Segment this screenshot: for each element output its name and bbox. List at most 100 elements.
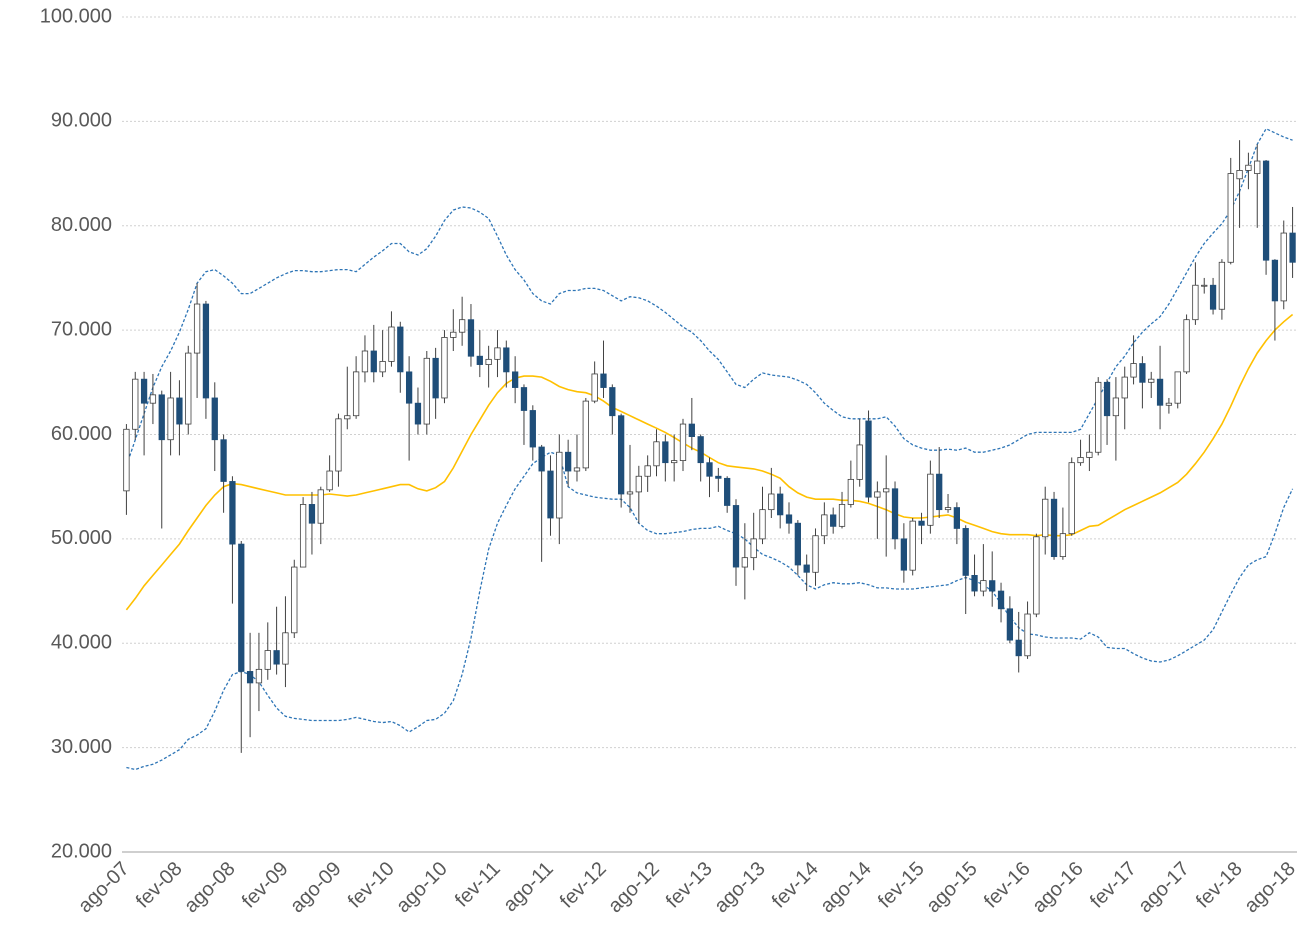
candle-body (847, 478, 854, 505)
candle-body (635, 475, 642, 493)
x-tick-label: ago-10 (392, 858, 452, 918)
candle-body (750, 538, 757, 559)
candle-body (1068, 462, 1075, 535)
candle-body (344, 415, 351, 420)
candle-body (1227, 173, 1234, 263)
candle-body (361, 350, 369, 373)
candle-body (379, 361, 386, 373)
x-tick-label: ago-16 (1028, 858, 1088, 918)
y-tick-label: 100.000 (40, 5, 112, 27)
candle-body (547, 470, 554, 519)
candle-body (1280, 232, 1287, 302)
candle-body (176, 397, 183, 425)
candle-body (724, 477, 731, 506)
band-line (125, 127, 1293, 467)
candle-body (1174, 371, 1181, 404)
candle-body (971, 575, 978, 592)
x-tick-label: fev-15 (874, 858, 929, 913)
candle-body (467, 319, 475, 357)
band-line (126, 451, 1294, 771)
candle-body (1112, 397, 1120, 417)
candle-body (1121, 376, 1128, 399)
x-tick-label: ago-08 (180, 858, 240, 918)
candle-body (1086, 451, 1093, 458)
candle-body (441, 337, 448, 399)
candle-body (246, 671, 254, 684)
candle-body (989, 580, 996, 592)
candle-body (900, 538, 907, 571)
candle-body (980, 580, 987, 592)
candle-body (768, 493, 775, 511)
candle-body (936, 473, 943, 511)
candle-body (326, 470, 333, 491)
candle-body (662, 441, 669, 464)
candle-body (582, 400, 589, 469)
candle-body (317, 489, 324, 524)
candle-body (494, 347, 501, 360)
candle-body (140, 378, 148, 404)
y-tick-label: 60.000 (51, 423, 112, 445)
candle-body (299, 504, 307, 568)
candle-body (211, 397, 218, 441)
candle-body (918, 520, 925, 526)
candle-body (255, 668, 263, 684)
candle-body (688, 423, 695, 437)
candle-body (1033, 536, 1040, 615)
candle-body (1103, 381, 1111, 417)
x-tick-label: fev-13 (662, 858, 717, 913)
candle-body (520, 387, 528, 411)
candle-body (644, 465, 651, 477)
candle-body (167, 397, 174, 441)
x-tick-label: fev-12 (556, 858, 611, 913)
candle-body (158, 394, 165, 441)
candle-body (538, 446, 545, 472)
candle-body (1209, 284, 1217, 310)
candle-body (1024, 613, 1031, 657)
x-tick-label: ago-15 (922, 858, 982, 918)
candle-body (503, 347, 510, 373)
candle-body (1201, 284, 1208, 287)
y-tick-label: 50.000 (51, 527, 112, 549)
candle-body (229, 481, 236, 545)
candle-body (132, 378, 139, 430)
y-tick-label: 40.000 (51, 632, 112, 654)
candle-body (291, 566, 298, 634)
y-tick-label: 70.000 (51, 318, 112, 340)
candle-body (794, 522, 801, 566)
candle-body (485, 358, 492, 365)
candle-body (1192, 284, 1199, 321)
candle-body (1077, 457, 1084, 464)
candle-body (1139, 363, 1146, 383)
candle-body (512, 371, 519, 388)
candle-body (1156, 378, 1164, 406)
candle-body (741, 557, 748, 568)
candle-body (476, 355, 483, 365)
candle-body (556, 451, 563, 519)
candle-body (777, 493, 784, 516)
candle-body (220, 439, 227, 482)
candle-body (1218, 261, 1226, 310)
x-tick-label: fev-16 (980, 858, 1035, 913)
candle-body (335, 418, 342, 472)
candle-body (1262, 160, 1270, 261)
candle-body (706, 462, 713, 477)
candle-body (909, 520, 916, 571)
x-tick-label: ago-14 (816, 858, 876, 918)
candle-body (715, 475, 722, 479)
candle-body (953, 507, 961, 529)
x-tick-label: ago-17 (1134, 858, 1194, 918)
candle-body (370, 350, 377, 373)
candle-body (1130, 363, 1137, 378)
x-tick-label: fev-11 (451, 858, 505, 912)
x-tick-label: ago-09 (286, 858, 346, 918)
candle-body (149, 394, 157, 404)
candle-body (1050, 498, 1058, 558)
candle-body (732, 505, 740, 568)
candle-body (856, 444, 863, 480)
candle-body (927, 473, 934, 526)
x-tick-label: fev-18 (1192, 858, 1247, 913)
candle-body (1148, 378, 1155, 383)
candle-body (308, 504, 316, 524)
candle-body (573, 467, 581, 472)
candle-body (202, 303, 210, 399)
